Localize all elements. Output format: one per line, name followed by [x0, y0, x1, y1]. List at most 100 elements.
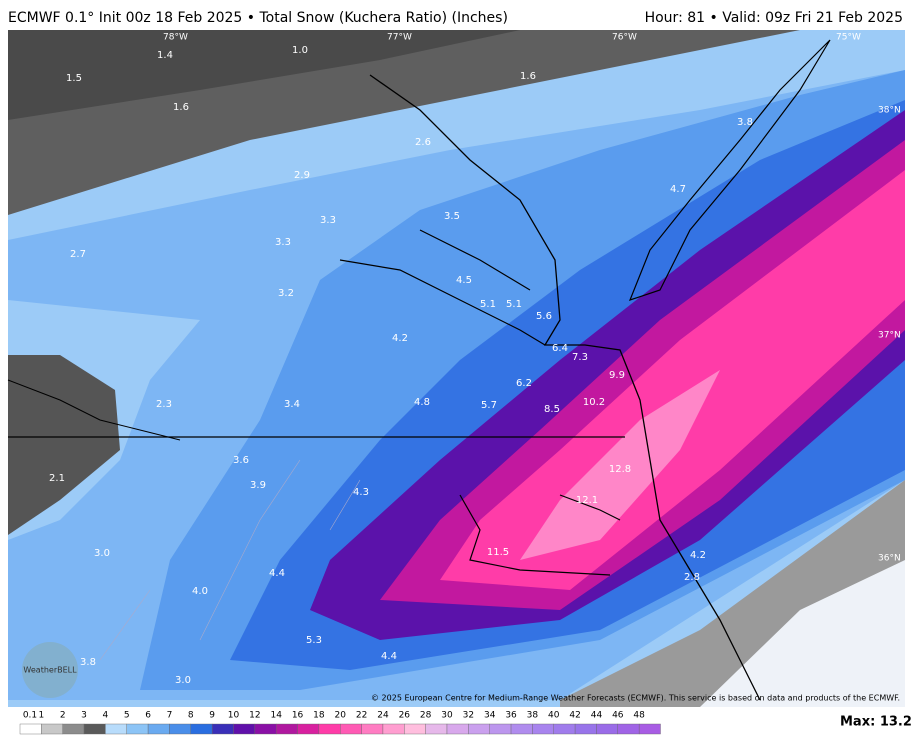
low-snow-area	[8, 30, 520, 120]
legend-swatch	[211, 723, 234, 735]
legend-swatch	[254, 723, 277, 735]
snow-amount: 4.5	[456, 275, 472, 286]
snow-amount: 2.3	[156, 399, 172, 410]
legend-label: 22	[356, 711, 367, 721]
snow-amount: 2.8	[684, 572, 700, 583]
legend-label: 44	[591, 711, 603, 721]
legend-swatch	[297, 723, 320, 735]
legend-label: 5	[124, 711, 130, 721]
snow-amount: 3.3	[275, 237, 291, 248]
no-snow-area	[700, 560, 905, 707]
map-title: ECMWF 0.1° Init 00z 18 Feb 2025 • Total …	[8, 10, 508, 26]
legend-swatch	[489, 723, 512, 735]
snow-amount: 3.5	[444, 211, 460, 222]
legend-swatch	[510, 723, 533, 735]
snow-amount: 2.7	[70, 249, 86, 260]
legend-swatch	[532, 723, 554, 735]
snow-amount: 1.5	[66, 73, 82, 84]
snow-amount: 2.9	[294, 170, 310, 181]
legend-label: 3	[81, 711, 87, 721]
latitude-label: 36°N	[878, 554, 901, 564]
legend-label: 2	[60, 711, 66, 721]
legend-swatch	[404, 723, 426, 735]
logo: WeatherBELL	[23, 666, 77, 675]
legend-label: 48	[633, 711, 645, 721]
county-line	[99, 459, 361, 661]
legend-label: 14	[270, 711, 282, 721]
legend-label: 6	[145, 711, 151, 721]
legend-label: 7	[167, 711, 173, 721]
legend-label: 1	[38, 711, 44, 721]
snow-amount: 4.2	[690, 550, 706, 561]
snow-amount: 1.6	[520, 71, 536, 82]
legend-swatch	[446, 723, 469, 735]
snow-amount: 3.8	[737, 117, 753, 128]
legend-label: 34	[484, 711, 496, 721]
legend-swatch	[361, 723, 384, 735]
credit: © 2025 European Centre for Medium-Range …	[371, 694, 900, 703]
legend-label: 30	[441, 711, 453, 721]
snow-amount: 7.3	[572, 352, 588, 363]
snow-amount: 3.9	[250, 480, 266, 491]
legend-swatch	[233, 723, 256, 735]
snow-amount: 5.1	[480, 299, 496, 310]
legend-label: 0.1	[23, 711, 37, 721]
low-snow-area	[8, 355, 120, 535]
snow-amount: 6.4	[552, 343, 568, 354]
latitude-label: 38°N	[878, 106, 901, 116]
snow-amount: 2.1	[49, 473, 65, 484]
snow-amount: 4.4	[381, 651, 397, 662]
legend-label: 10	[228, 711, 240, 721]
legend-label: 46	[612, 711, 624, 721]
legend-swatch	[425, 723, 448, 735]
legend-label: 24	[377, 711, 389, 721]
legend-label: 8	[188, 711, 194, 721]
coastline	[7, 379, 181, 441]
snow-amount: 1.4	[157, 50, 173, 61]
snow-amount: 12.8	[609, 464, 631, 475]
legend-label: 40	[548, 711, 560, 721]
longitude-label: 77°W	[387, 33, 412, 43]
snow-amount: 5.7	[481, 400, 497, 411]
legend-label: 12	[249, 711, 260, 721]
legend-label: 42	[569, 711, 580, 721]
snow-amount: 8.5	[544, 404, 560, 415]
snow-amount: 3.6	[233, 455, 249, 466]
snow-amount: 4.7	[670, 184, 686, 195]
legend-swatch	[105, 723, 127, 735]
snow-amount: 2.6	[415, 137, 431, 148]
latitude-label: 37°N	[878, 331, 901, 341]
snow-amount: 3.4	[284, 399, 300, 410]
snow-amount: 3.0	[175, 675, 191, 686]
legend-swatch	[340, 723, 362, 735]
snow-amount: 4.8	[414, 397, 430, 408]
legend-label: 36	[505, 711, 517, 721]
logo-mark	[22, 642, 78, 698]
snow-amount: 3.2	[278, 288, 294, 299]
legend-swatch	[126, 723, 149, 735]
snow-amount: 9.9	[609, 370, 625, 381]
legend-swatch	[190, 723, 213, 735]
snow-amount: 5.3	[306, 635, 322, 646]
legend-swatch	[318, 723, 341, 735]
legend-swatch	[553, 723, 576, 735]
legend-swatch	[62, 723, 85, 735]
valid-time: Hour: 81 • Valid: 09z Fri 21 Feb 2025	[644, 10, 903, 26]
legend-label: 32	[463, 711, 474, 721]
snow-amount: 4.3	[353, 487, 369, 498]
legend-swatch	[617, 723, 640, 735]
snow-amount: 4.4	[269, 568, 285, 579]
legend-label: 38	[527, 711, 539, 721]
legend-label: 4	[103, 711, 109, 721]
legend-swatch	[596, 723, 619, 735]
snow-amount: 12.1	[576, 495, 598, 506]
legend-label: 26	[399, 711, 411, 721]
legend-swatch	[41, 723, 63, 735]
snow-amount: 3.3	[320, 215, 336, 226]
snow-amount: 3.8	[80, 657, 96, 668]
snow-amount: 10.2	[583, 397, 605, 408]
snow-amount: 5.1	[506, 299, 522, 310]
coastline	[628, 39, 831, 301]
